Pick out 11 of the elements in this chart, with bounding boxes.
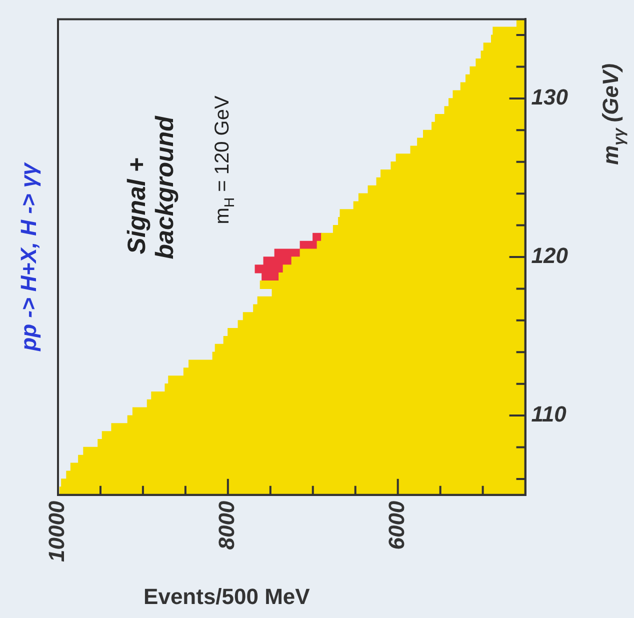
text: pp -> H+X, H -> γγ [16,161,42,352]
y-axis-title: mγγ (GeV) [598,63,628,165]
y-tick-label: 110 [531,402,568,427]
x-tick-label: 8000 [214,500,239,550]
y-tick-label: 120 [531,243,569,268]
x-axis-title: Events/500 MeV [144,584,310,610]
x-tick-label: 6000 [384,500,409,550]
y-tick-label: 130 [531,84,569,110]
annotation: Signal + background [122,115,179,260]
x-tick-label: 10000 [44,500,70,562]
annotation: mH = 120 GeV [212,95,237,224]
